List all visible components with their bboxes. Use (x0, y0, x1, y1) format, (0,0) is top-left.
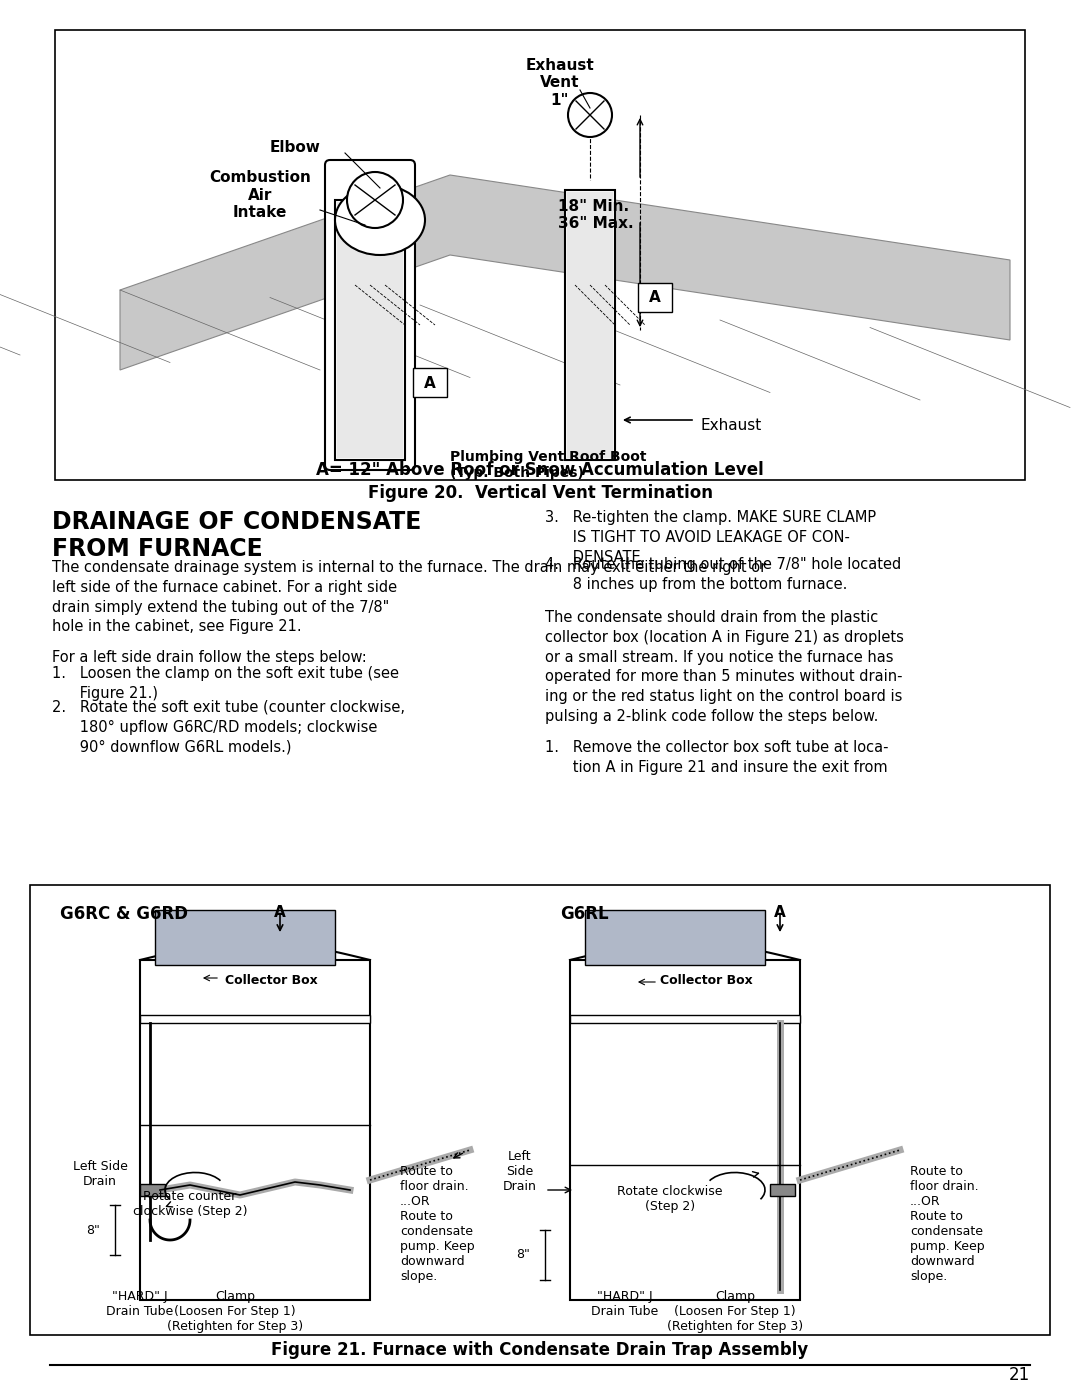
FancyBboxPatch shape (413, 367, 447, 397)
Text: 1.   Remove the collector box soft tube at loca-
      tion A in Figure 21 and i: 1. Remove the collector box soft tube at… (545, 740, 889, 775)
Text: 1.   Loosen the clamp on the soft exit tube (see
      Figure 21.): 1. Loosen the clamp on the soft exit tub… (52, 666, 399, 701)
Text: Combustion
Air
Intake: Combustion Air Intake (210, 170, 311, 219)
Bar (770, 1185, 795, 1196)
Text: DRAINAGE OF CONDENSATE: DRAINAGE OF CONDENSATE (52, 510, 421, 534)
Text: Rotate clockwise
(Step 2): Rotate clockwise (Step 2) (618, 1185, 723, 1213)
Bar (337, 203, 403, 458)
Text: "HARD" J
Drain Tube: "HARD" J Drain Tube (592, 1289, 659, 1317)
Text: The condensate should drain from the plastic
collector box (location A in Figure: The condensate should drain from the pla… (545, 610, 904, 724)
Bar (565, 190, 615, 460)
FancyBboxPatch shape (325, 161, 415, 469)
Circle shape (347, 172, 403, 228)
Bar (335, 200, 405, 460)
Text: Figure 21. Furnace with Condensate Drain Trap Assembly: Figure 21. Furnace with Condensate Drain… (271, 1341, 809, 1359)
Text: Plumbing Vent Roof Boot
(Typ. Both Pipes): Plumbing Vent Roof Boot (Typ. Both Pipes… (450, 450, 647, 481)
Text: Left
Side
Drain: Left Side Drain (503, 1150, 537, 1193)
Text: Left Side
Drain: Left Side Drain (72, 1160, 127, 1187)
Text: A: A (424, 376, 436, 391)
Text: 21: 21 (1009, 1366, 1030, 1384)
Polygon shape (120, 175, 1010, 370)
Bar (585, 909, 765, 965)
Text: Rotate counter
clockwise (Step 2): Rotate counter clockwise (Step 2) (133, 1190, 247, 1218)
Text: 2.   Rotate the soft exit tube (counter clockwise,
      180° upflow G6RC/RD mod: 2. Rotate the soft exit tube (counter cl… (52, 700, 405, 754)
Text: 3.   Re-tighten the clamp. MAKE SURE CLAMP
      IS TIGHT TO AVOID LEAKAGE OF CO: 3. Re-tighten the clamp. MAKE SURE CLAMP… (545, 510, 876, 564)
Text: Elbow: Elbow (270, 141, 321, 155)
Text: A: A (274, 905, 286, 921)
Text: 8": 8" (516, 1249, 530, 1261)
Text: G6RC & G6RD: G6RC & G6RD (60, 905, 188, 923)
Text: Clamp
(Loosen For Step 1)
(Retighten for Step 3): Clamp (Loosen For Step 1) (Retighten for… (667, 1289, 804, 1333)
Text: Route to
floor drain.
...OR
Route to
condensate
pump. Keep
downward
slope.: Route to floor drain. ...OR Route to con… (400, 1165, 474, 1282)
Text: Collector Box: Collector Box (660, 974, 753, 986)
Text: A: A (649, 291, 661, 306)
Bar (156, 909, 335, 965)
Bar (567, 191, 613, 458)
Text: Collector Box: Collector Box (225, 974, 318, 986)
Text: For a left side drain follow the steps below:: For a left side drain follow the steps b… (52, 650, 367, 665)
Text: "HARD" J
Drain Tube: "HARD" J Drain Tube (106, 1289, 174, 1317)
FancyBboxPatch shape (638, 284, 672, 312)
Text: A= 12" Above Roof or Snow Accumulation Level: A= 12" Above Roof or Snow Accumulation L… (316, 461, 764, 479)
Text: Clamp
(Loosen For Step 1)
(Retighten for Step 3): Clamp (Loosen For Step 1) (Retighten for… (167, 1289, 303, 1333)
Bar (140, 1185, 165, 1196)
Text: Exhaust: Exhaust (700, 418, 761, 433)
Text: 4.   Route the tubing out of the 7/8" hole located
      8 inches up from the bo: 4. Route the tubing out of the 7/8" hole… (545, 557, 901, 592)
Text: 8": 8" (86, 1224, 100, 1236)
Bar (140, 960, 370, 1301)
Text: Figure 20.  Vertical Vent Termination: Figure 20. Vertical Vent Termination (367, 483, 713, 502)
Text: G6RL: G6RL (561, 905, 609, 923)
Text: Route to
floor drain.
...OR
Route to
condensate
pump. Keep
downward
slope.: Route to floor drain. ...OR Route to con… (910, 1165, 985, 1282)
Text: 18" Min.
36" Max.: 18" Min. 36" Max. (558, 198, 634, 231)
FancyBboxPatch shape (30, 886, 1050, 1336)
Circle shape (568, 94, 612, 137)
Ellipse shape (335, 184, 426, 256)
Text: A: A (774, 905, 786, 921)
Text: FROM FURNACE: FROM FURNACE (52, 536, 262, 562)
FancyBboxPatch shape (55, 29, 1025, 481)
Bar (570, 960, 800, 1301)
Bar (570, 1016, 800, 1023)
Bar (140, 1016, 370, 1023)
Text: The condensate drainage system is internal to the furnace. The drain may exit ei: The condensate drainage system is intern… (52, 560, 766, 634)
Text: Exhaust
Vent
1": Exhaust Vent 1" (526, 59, 594, 108)
